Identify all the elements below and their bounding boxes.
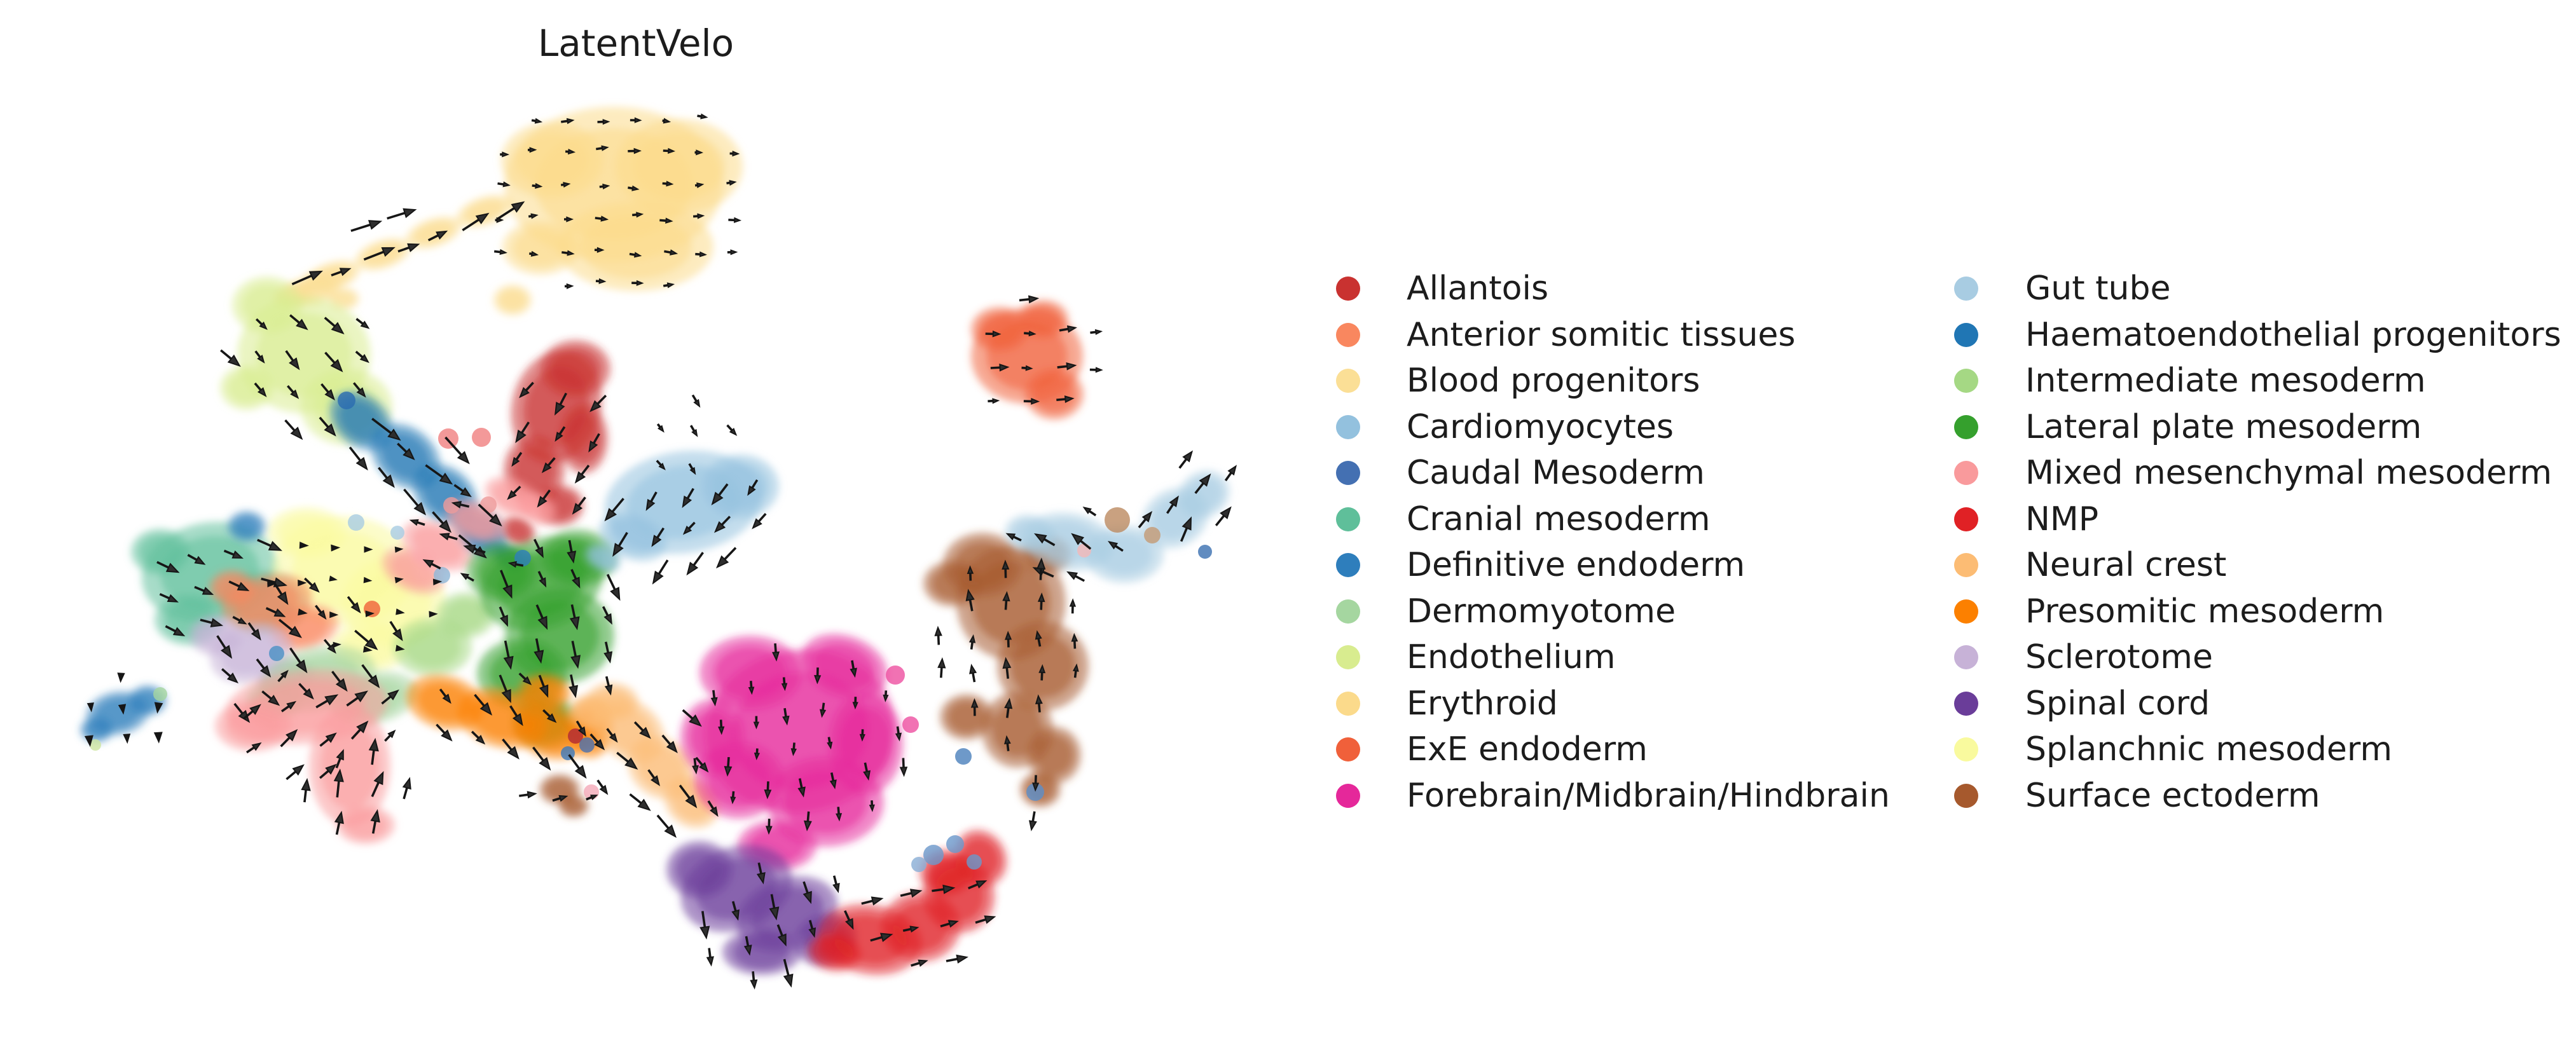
stray-point [568,728,583,744]
stray-point [886,666,905,685]
cluster-neural-crest [568,683,720,828]
stray-point [1077,543,1091,557]
stray-point [153,687,167,701]
stray-point [946,835,964,853]
stray-point [438,428,458,449]
stray-point [1198,545,1212,559]
cluster-forebrain-midbrain-hindbrain [680,633,903,871]
stray-point [911,857,926,872]
cluster-blob-layer [80,107,1230,976]
stray-point [579,737,595,753]
stray-point [480,496,497,513]
stray-point [514,550,531,566]
stray-point [967,854,982,870]
stray-point [955,748,972,765]
stray-point [338,392,355,409]
stray-point [1026,783,1044,801]
plot-title: LatentVelo [537,22,734,65]
stray-point [902,716,919,733]
stray-point [390,526,404,540]
stray-point [1144,527,1161,543]
stray-point [269,646,284,661]
cluster-intermediate-mesoderm [393,592,495,676]
stray-point [923,845,944,865]
cluster-erythroid [273,107,743,315]
stray-point [1105,507,1130,533]
cluster-allantois [501,340,610,546]
stray-point [90,739,101,751]
stray-point [443,497,460,514]
stray-point [348,514,364,531]
stray-point [472,428,491,447]
cluster-exe-endoderm [971,300,1084,420]
cluster-spinal-cord [666,841,857,975]
velocity-arrow-field [84,113,1237,990]
stray-point [434,567,450,584]
